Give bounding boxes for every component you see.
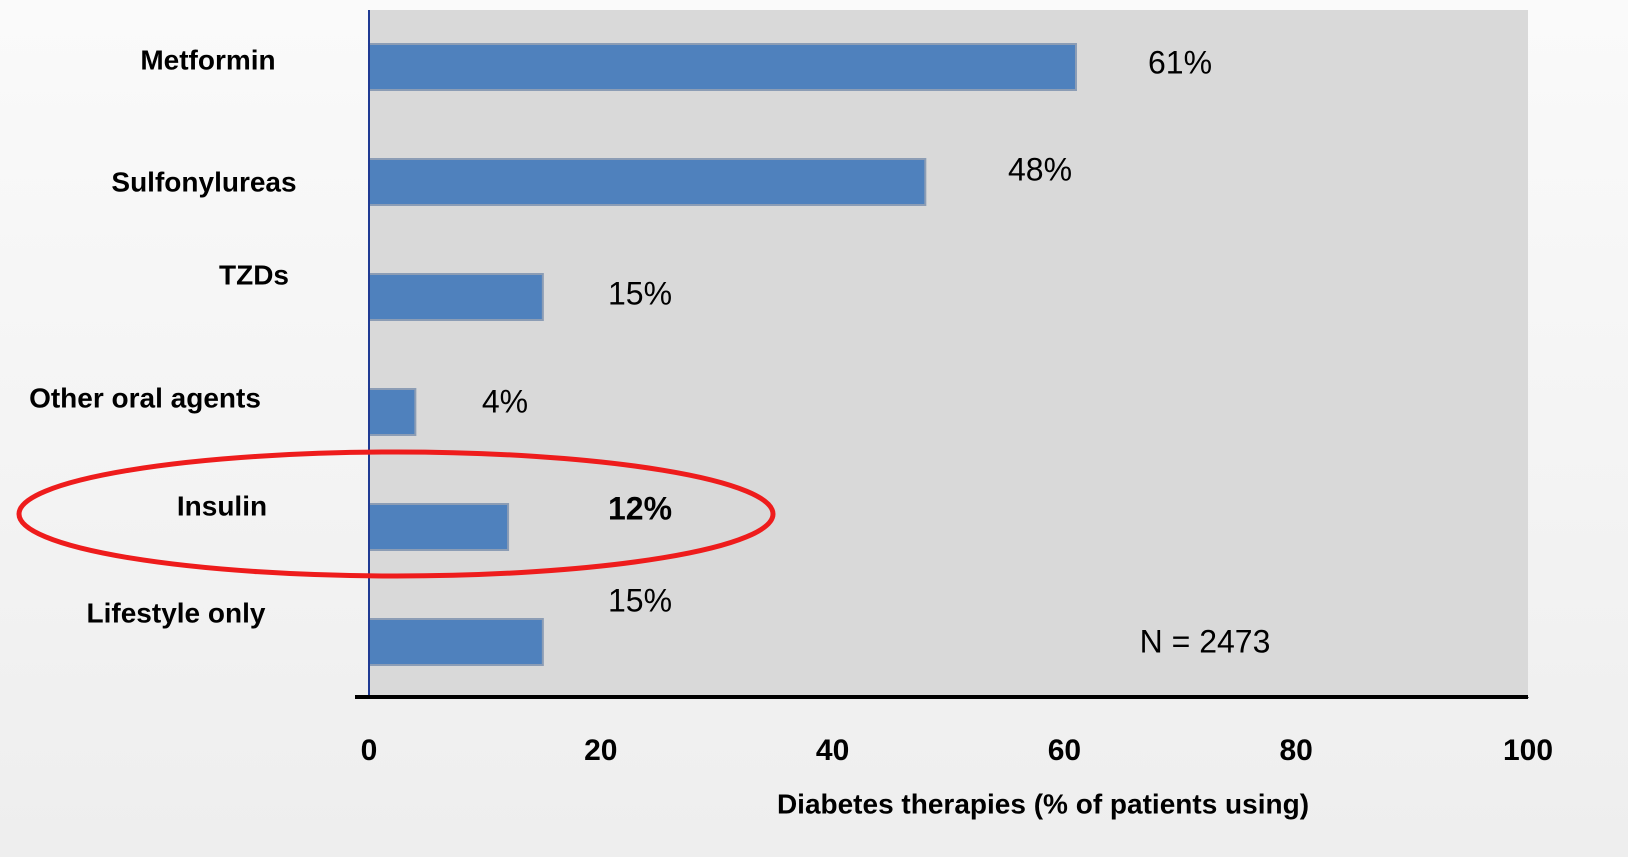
x-tick-label: 0 [361,734,378,767]
x-tick-label: 20 [584,734,617,767]
category-label: Lifestyle only [87,597,266,628]
x-tick-label: 80 [1280,734,1313,767]
bar [368,158,927,206]
bar [368,43,1077,91]
x-axis-title: Diabetes therapies (% of patients using) [777,788,1309,819]
bar [368,618,544,666]
category-label: TZDs [219,259,289,290]
bar [368,273,544,321]
category-label: Sulfonylureas [111,166,296,197]
value-label: 12% [608,490,672,526]
category-label: Metformin [140,44,275,75]
value-label: 15% [608,275,672,311]
highlight-ellipse [16,449,776,579]
bar [368,503,510,551]
x-tick-label: 100 [1503,734,1553,767]
bar [368,388,417,436]
x-tick-label: 40 [816,734,849,767]
plot-area [369,10,1528,697]
value-label: 4% [482,383,528,419]
value-label: 15% [608,582,672,618]
x-tick-label: 60 [1048,734,1081,767]
category-label: Insulin [177,490,267,521]
annotation: N = 2473 [1140,623,1271,659]
category-label: Other oral agents [29,382,261,413]
value-label: 61% [1148,44,1212,80]
value-label: 48% [1008,151,1072,187]
